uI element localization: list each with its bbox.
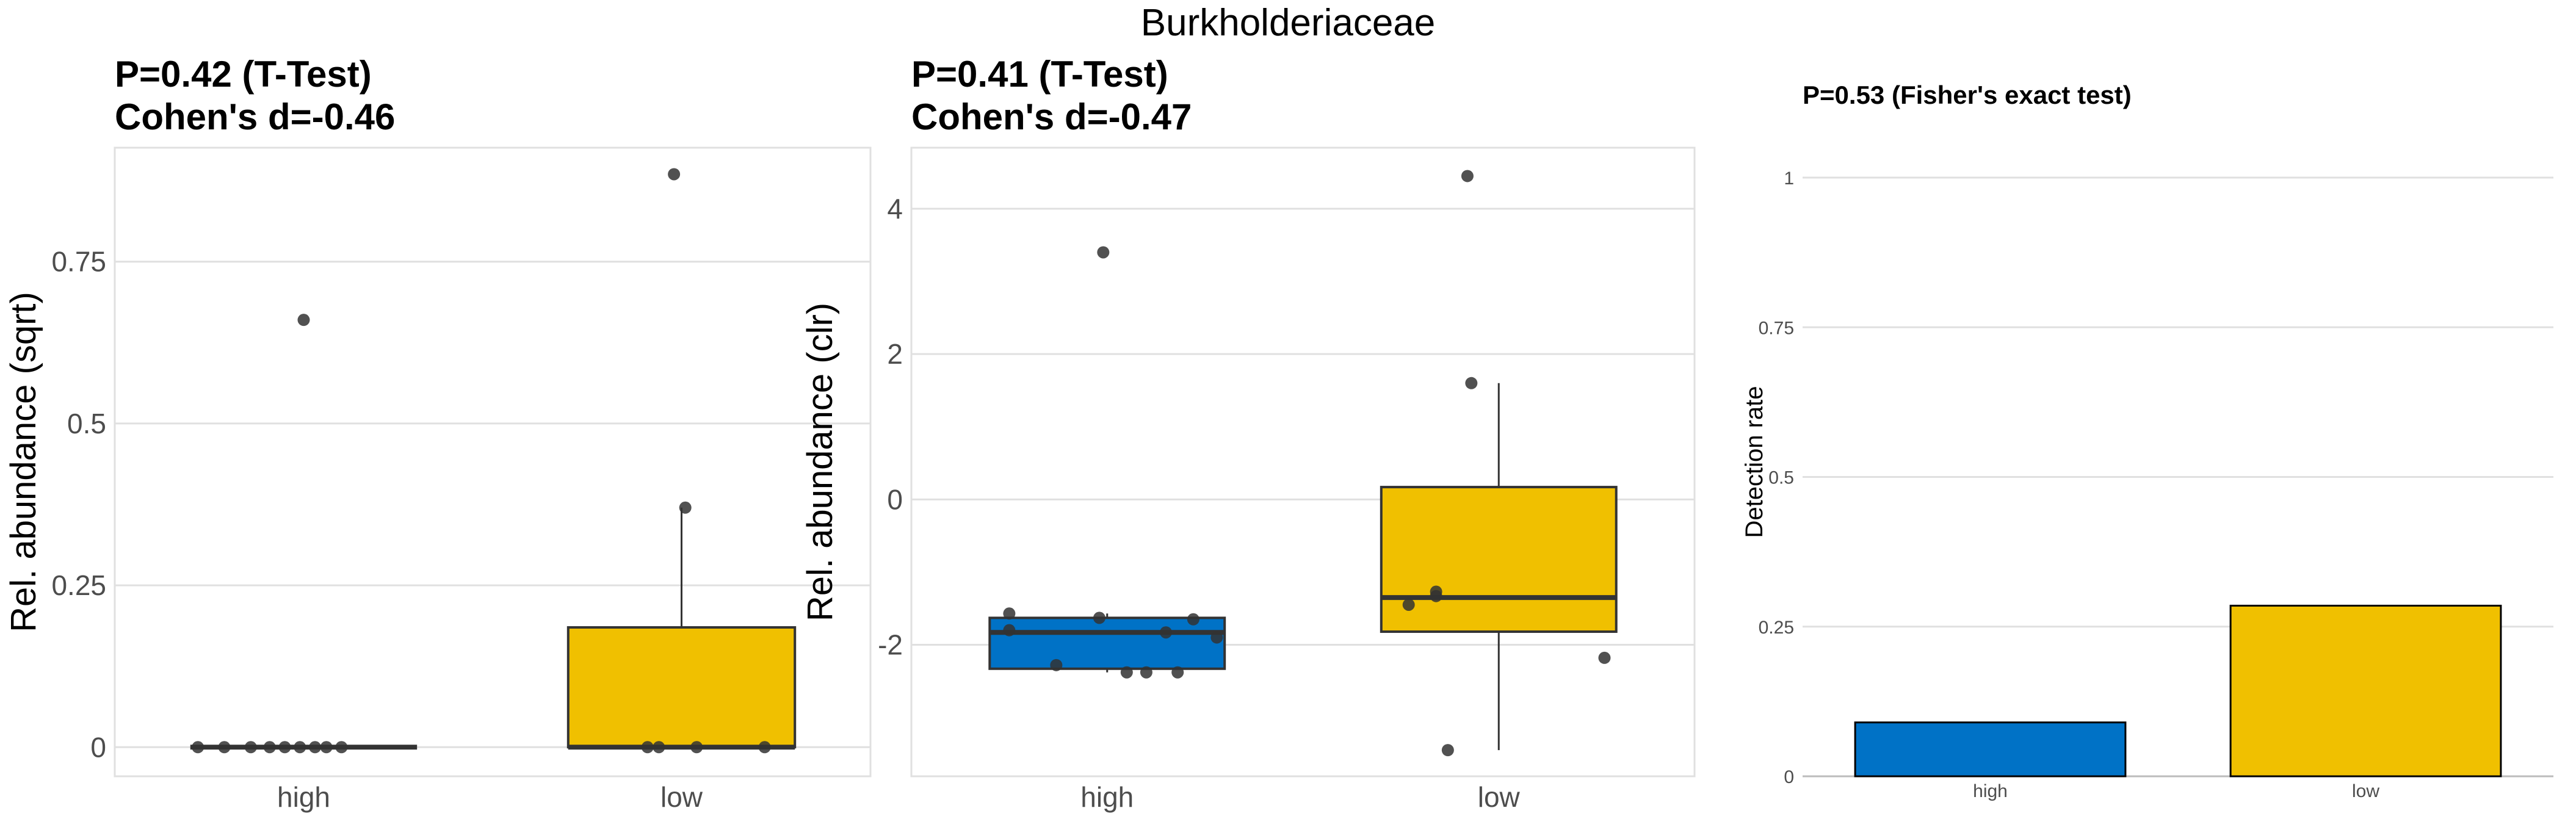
data-point (335, 741, 348, 754)
y-tick-label: 0.75 (1759, 318, 1794, 338)
box-low (1380, 486, 1618, 633)
box-high (988, 616, 1226, 670)
data-point (244, 741, 257, 754)
data-point (1402, 598, 1415, 611)
panel-subtitle: Cohen's d=-0.46 (115, 96, 395, 137)
data-point (1003, 624, 1016, 637)
data-point (1050, 659, 1063, 671)
y-tick-label: 0.5 (67, 408, 106, 439)
data-point (1598, 651, 1611, 664)
data-point (679, 501, 692, 514)
panel-3: 0 0.25 0.5 0.75 1 high low Detection rate P=0.53… (1741, 81, 2553, 801)
panel-2: -2 0 2 4 high low Rel. abundance (clr) P=0.41 (… (800, 54, 1696, 813)
y-tick-label: 4 (887, 193, 903, 225)
data-point (192, 741, 204, 754)
x-tick-label: high (277, 781, 330, 813)
y-axis-label: Rel. abundance (clr) (800, 303, 840, 621)
data-point (758, 741, 771, 754)
panel-subtitle: P=0.53 (Fisher's exact test) (1803, 81, 2132, 109)
panel-border (910, 146, 1696, 778)
data-point (1140, 666, 1152, 679)
chart-title: Burkholderiaceae (1141, 2, 1436, 44)
data-point (1210, 631, 1223, 644)
y-axis-label: Detection rate (1741, 386, 1768, 538)
x-tick-label: low (660, 781, 703, 813)
x-tick-label: low (1478, 781, 1521, 813)
data-point (1097, 246, 1110, 259)
y-tick-label: 0 (1784, 767, 1794, 787)
data-point (653, 741, 665, 754)
y-tick-label: 0.25 (1759, 618, 1794, 638)
y-tick-label: 0.5 (1768, 468, 1794, 488)
data-point (1120, 666, 1133, 679)
x-tick-label: low (2352, 781, 2379, 801)
data-point (294, 741, 306, 754)
data-point (1461, 170, 1474, 182)
panel-subtitle: P=0.42 (T-Test) (115, 54, 372, 95)
y-tick-label: 0.75 (51, 246, 106, 278)
panel-subtitle: P=0.41 (T-Test) (911, 54, 1168, 95)
data-point (1430, 590, 1442, 602)
bar-high (1854, 721, 2127, 778)
y-tick-label: 0 (90, 731, 106, 763)
data-point (1171, 666, 1184, 679)
data-point (278, 741, 291, 754)
data-point (1093, 612, 1105, 624)
x-tick-label: high (1080, 781, 1134, 813)
data-point (641, 741, 654, 754)
y-tick-label: 0.25 (51, 569, 106, 601)
y-tick-label: -2 (878, 629, 903, 660)
bar-low (2229, 604, 2502, 778)
box-low (566, 626, 797, 749)
panel-1: 0 0.25 0.5 0.75 high low Rel. abundance (sqrt)… (4, 54, 872, 813)
data-point (320, 741, 333, 754)
y-tick-label: 0 (887, 483, 903, 515)
data-point (1159, 626, 1172, 639)
panel-border (114, 146, 872, 778)
data-point (668, 168, 681, 181)
data-point (1187, 613, 1199, 626)
y-tick-label: 1 (1784, 168, 1794, 189)
y-tick-label: 2 (887, 338, 903, 370)
data-point (1465, 377, 1478, 389)
data-point (309, 741, 322, 754)
data-point (1441, 744, 1454, 757)
data-point (263, 741, 276, 754)
data-point (218, 741, 231, 754)
y-axis-label: Rel. abundance (sqrt) (4, 292, 43, 632)
data-point (1003, 607, 1016, 620)
data-point (297, 314, 310, 327)
data-point (690, 741, 703, 754)
x-tick-label: high (1973, 781, 2008, 801)
panel-subtitle: Cohen's d=-0.47 (911, 96, 1192, 137)
